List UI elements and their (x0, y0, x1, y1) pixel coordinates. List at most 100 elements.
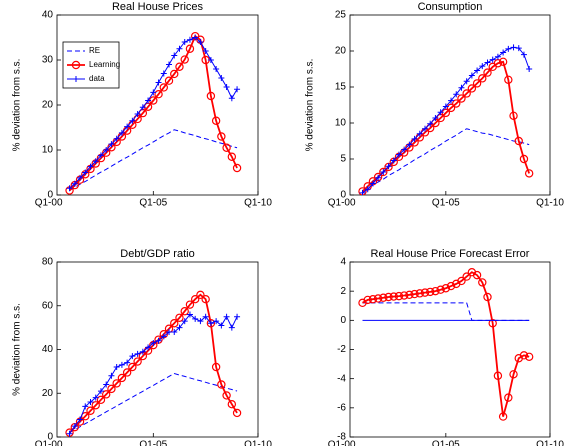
point-marker (155, 79, 162, 86)
legend-marker (73, 76, 79, 82)
point-marker (113, 135, 120, 142)
point-marker (170, 319, 179, 328)
point-marker (66, 185, 73, 192)
x-tick-label: Q1-05 (432, 198, 460, 209)
point-marker (217, 132, 226, 141)
point-marker (369, 180, 376, 187)
point-marker (479, 63, 486, 70)
point-marker (202, 313, 209, 320)
panel: Debt/GDP ratio % deviation from s.s. 0 20 40… (12, 248, 273, 446)
y-tick-label: 20 (42, 388, 54, 399)
point-marker (446, 103, 456, 113)
point-marker (186, 36, 193, 43)
point-marker (207, 57, 214, 63)
panel-title: Consumption (418, 1, 483, 13)
point-marker (405, 290, 414, 300)
point-marker (139, 104, 146, 111)
point-marker (519, 154, 529, 164)
x-tick-label: Q1-05 (139, 198, 167, 209)
y-axis-label: % deviation from s.s. (305, 59, 316, 152)
point-marker (87, 163, 94, 170)
y-tick-label: -4 (337, 373, 346, 384)
point-marker (218, 322, 225, 329)
x-tick-label: Q1-00 (328, 440, 356, 446)
point-marker (170, 69, 179, 79)
point-marker (217, 380, 226, 389)
point-marker (509, 370, 518, 379)
point-marker (462, 89, 471, 98)
point-marker (164, 76, 174, 85)
point-marker (364, 186, 371, 193)
point-marker (463, 78, 470, 85)
y-tick-label: 2 (340, 286, 346, 297)
point-marker (86, 406, 95, 415)
legend-label: data (89, 74, 105, 83)
point-marker (359, 189, 366, 195)
point-marker (211, 362, 221, 372)
point-marker (133, 357, 142, 366)
point-marker (150, 89, 157, 96)
point-marker (498, 57, 508, 67)
point-marker (196, 290, 205, 300)
point-marker (379, 293, 388, 302)
point-marker (222, 391, 231, 400)
point-marker (218, 75, 225, 81)
y-tick-label: 40 (42, 10, 54, 21)
point-marker (108, 141, 115, 148)
point-marker (227, 399, 237, 409)
point-marker (118, 361, 125, 368)
point-marker (145, 97, 152, 104)
point-marker (166, 329, 173, 335)
panel-title: Debt/GDP ratio (120, 248, 194, 260)
point-marker (509, 111, 518, 121)
point-marker (202, 48, 209, 54)
point-marker (77, 174, 84, 181)
point-marker (420, 288, 430, 297)
point-marker (180, 307, 189, 316)
point-marker (228, 95, 235, 102)
point-marker (493, 371, 503, 380)
y-tick-label: 5 (340, 154, 346, 165)
point-marker (181, 318, 188, 325)
point-marker (401, 146, 408, 153)
point-marker (385, 163, 392, 170)
point-marker (122, 368, 132, 377)
point-marker (436, 285, 445, 294)
point-marker (166, 61, 173, 68)
point-marker (97, 388, 104, 395)
point-marker (154, 89, 163, 99)
point-marker (234, 86, 241, 93)
point-marker (478, 74, 487, 83)
panel-title: Real House Prices (112, 1, 204, 13)
point-marker (82, 403, 89, 410)
point-marker (494, 53, 501, 60)
point-marker (176, 324, 183, 331)
point-marker (363, 295, 372, 305)
point-marker (207, 320, 214, 327)
panel: Consumption % deviation from s.s. 0 5 10 15 20… (305, 1, 565, 209)
point-marker (227, 152, 237, 161)
point-marker (213, 318, 220, 325)
point-marker (411, 135, 418, 142)
series-line (362, 302, 530, 321)
point-marker (145, 344, 152, 351)
y-tick-label: 15 (335, 82, 347, 93)
point-marker (71, 180, 78, 187)
point-marker (432, 114, 439, 121)
point-marker (223, 313, 230, 320)
point-marker (406, 141, 413, 148)
point-marker (107, 384, 116, 394)
series-line (362, 46, 530, 194)
point-marker (232, 408, 242, 418)
legend-label: RE (89, 46, 100, 55)
point-marker (201, 294, 210, 304)
point-marker (426, 287, 435, 297)
point-marker (515, 45, 522, 52)
point-marker (87, 399, 94, 405)
point-marker (368, 294, 378, 304)
point-marker (394, 291, 404, 301)
point-marker (186, 311, 193, 318)
point-marker (452, 99, 461, 108)
y-tick-label: 80 (42, 257, 54, 268)
